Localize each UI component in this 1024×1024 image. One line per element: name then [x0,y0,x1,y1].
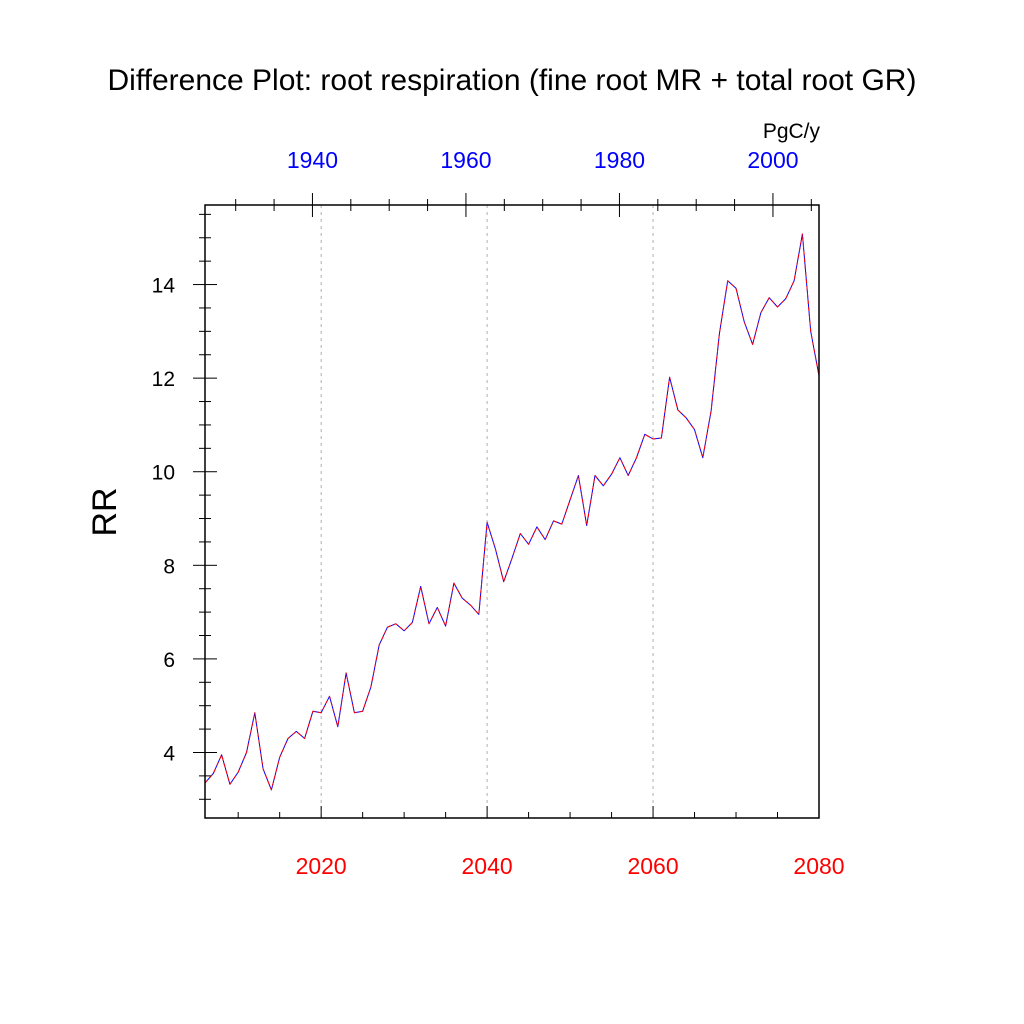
series-line-blue [204,233,820,791]
plot-lines [204,233,820,791]
bottom-axis-tick-label: 2020 [296,853,347,879]
left-axis-tick-label: 12 [152,368,175,391]
chart-title: Difference Plot: root respiration (fine … [108,64,917,97]
units-label: PgC/y [763,120,821,143]
left-axis-tick-label: 4 [163,742,175,765]
grid [320,205,654,818]
plot-frame [204,204,820,819]
top-axis-tick-label: 1940 [287,147,338,173]
left-axis-tick-label: 14 [152,275,176,298]
top-axis-tick-label: 1960 [440,147,491,173]
top-axis-tick-label: 2000 [747,147,798,173]
left-axis-tick-label: 8 [163,555,175,578]
series-line-red-dashed [204,233,820,791]
axes: 2020 2040 2060 2080 1940 1960 1980 2000 4 6 8 10 12 1… [152,147,845,879]
y-axis-label: RR [86,487,124,536]
bottom-axis-tick-label: 2040 [462,853,513,879]
top-axis-tick-label: 1980 [594,147,645,173]
left-axis-tick-label: 6 [163,649,175,672]
bottom-axis-tick-label: 2080 [793,853,844,879]
left-axis-tick-label: 10 [152,462,175,485]
bottom-axis-tick-label: 2060 [627,853,678,879]
